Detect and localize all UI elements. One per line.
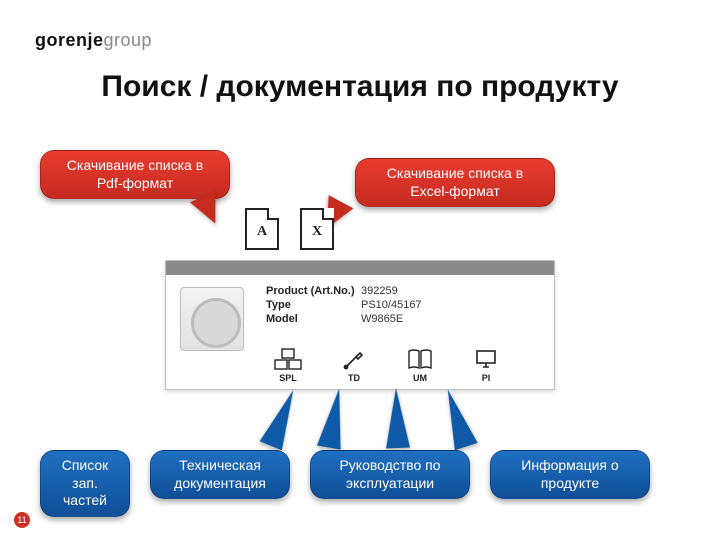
screwdriver-icon <box>342 347 366 371</box>
doc-um[interactable]: UM <box>398 347 442 383</box>
label-artno: Product (Art.No.) <box>266 285 361 297</box>
product-fields: Product (Art.No.)392259 TypePS10/45167 M… <box>266 285 422 327</box>
label-model: Model <box>266 313 361 325</box>
pdf-glyph: A <box>247 224 277 240</box>
doc-td[interactable]: TD <box>332 347 376 383</box>
pointer-spl <box>260 386 305 451</box>
callout-pi: Информация о продукте <box>490 450 650 499</box>
callout-excel: Скачивание списка в Excel-формат <box>355 158 555 207</box>
doc-spl-label: SPL <box>266 373 310 383</box>
brand-logo: gorenjegroup <box>35 30 152 51</box>
page-title: Поиск / документация по продукту <box>0 70 720 104</box>
logo-bold: gorenje <box>35 30 104 50</box>
pointer-pi <box>436 386 477 450</box>
label-type: Type <box>266 299 361 311</box>
value-type: PS10/45167 <box>361 299 422 311</box>
callout-um: Руководство по эксплуатации <box>310 450 470 499</box>
value-model: W9865E <box>361 313 403 325</box>
product-image <box>180 287 244 351</box>
pointer-um <box>384 388 410 449</box>
callout-spl: Список зап. частей <box>40 450 130 517</box>
doc-um-label: UM <box>398 373 442 383</box>
excel-glyph: X <box>302 224 332 240</box>
doc-pi-label: PI <box>464 373 508 383</box>
doc-spl[interactable]: SPL <box>266 347 310 383</box>
pdf-file-icon[interactable]: A <box>245 208 279 250</box>
panel-header <box>166 261 554 275</box>
boxes-icon <box>273 347 303 371</box>
manual-icon <box>406 347 434 371</box>
callout-td: Техническая документация <box>150 450 290 499</box>
logo-light: group <box>104 30 153 50</box>
pointer-td <box>317 386 351 449</box>
excel-file-icon[interactable]: X <box>300 208 334 250</box>
callout-pdf: Скачивание списка в Pdf-формат <box>40 150 230 199</box>
doc-icon-row: SPL TD UM PI <box>266 347 508 383</box>
value-artno: 392259 <box>361 285 398 297</box>
page-number-badge: 11 <box>14 512 30 528</box>
doc-td-label: TD <box>332 373 376 383</box>
monitor-icon <box>474 347 498 371</box>
doc-pi[interactable]: PI <box>464 347 508 383</box>
product-panel: Product (Art.No.)392259 TypePS10/45167 M… <box>165 260 555 390</box>
